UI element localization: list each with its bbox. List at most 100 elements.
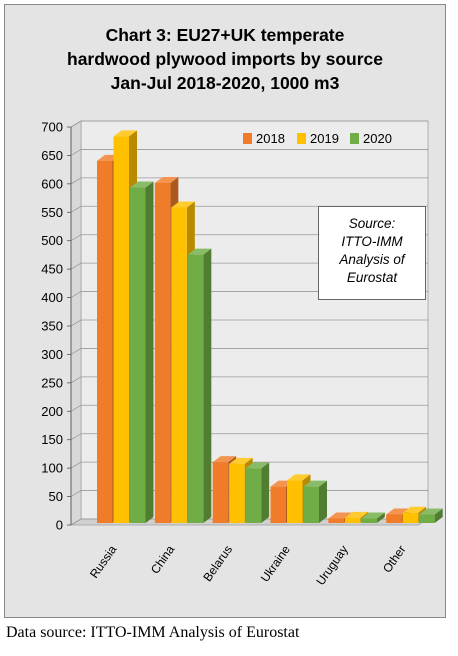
bar-front (402, 512, 419, 523)
category-label: Russia (87, 542, 120, 580)
title-line-2: hardwood plywood imports by source (67, 49, 383, 69)
legend-swatch (243, 133, 252, 144)
bar-belarus-2020 (245, 462, 270, 523)
bar-top (171, 201, 195, 208)
gridline (70, 348, 428, 355)
bar-top (245, 462, 270, 469)
bar-front (154, 182, 171, 523)
gridline (70, 319, 428, 327)
bar-front (171, 207, 187, 523)
source-note-line-1: Source: (348, 216, 396, 231)
legend-swatch (350, 133, 359, 144)
gridline (70, 404, 428, 412)
bar-front (229, 463, 245, 523)
gridline (70, 177, 428, 185)
bar-top (419, 508, 443, 515)
title-line-1: Chart 3: EU27+UK temperate (105, 25, 345, 45)
gridline (70, 205, 428, 213)
bar-ukraine-2020 (303, 480, 327, 523)
category-label: Ukraine (258, 542, 293, 584)
y-tick-label: 700 (41, 120, 63, 135)
bar-front (386, 514, 402, 523)
bar-front (303, 486, 319, 523)
bar-front (361, 518, 377, 523)
bar-top (130, 181, 154, 188)
title-line-3: Jan-Jul 2018-2020, 1000 m3 (110, 73, 340, 93)
bar-uruguay-2020 (361, 512, 385, 523)
gridline (70, 120, 428, 128)
category-label: China (148, 542, 178, 576)
gridline (70, 291, 428, 298)
y-tick-label: 450 (41, 262, 63, 277)
bar-front (113, 136, 129, 523)
bar-china-2020 (187, 248, 212, 524)
y-tick-label: 50 (49, 489, 63, 504)
bar-top (361, 512, 385, 519)
y-tick-label: 250 (41, 375, 63, 390)
bar-front (187, 254, 204, 524)
bar-chart: 0 50 100 150 200 250 300 350 400 450 500 550 600 650 7… (41, 120, 443, 588)
gridline (70, 376, 428, 384)
y-tick-label: 150 (41, 432, 63, 447)
source-note-line-4: Eurostat (346, 270, 398, 285)
bar-front (344, 517, 361, 523)
bar-front (97, 160, 113, 523)
y-tick-label: 100 (41, 461, 63, 476)
bar-top (187, 248, 212, 255)
y-tick-label: 650 (41, 148, 63, 163)
legend-swatch (297, 133, 306, 144)
legend-entry-2020: 2020 (350, 131, 392, 146)
bar-front (130, 187, 146, 524)
y-tick-label: 550 (41, 205, 63, 220)
category-label: Other (380, 543, 409, 576)
bar-russia-2020 (130, 181, 154, 524)
bar-top (212, 456, 237, 463)
chart-title: Chart 3: EU27+UK temperate hardwood plyw… (5, 23, 445, 95)
source-note: Source: ITTO-IMM Analysis of Eurostat (318, 206, 426, 300)
bar-front (419, 514, 435, 523)
y-tick-label: 350 (41, 319, 63, 334)
bar-top (287, 474, 311, 481)
bar-top (386, 508, 410, 515)
legend-label: 2019 (310, 131, 339, 146)
gridline (70, 262, 428, 270)
gridline (70, 149, 428, 156)
y-tick-label: 200 (41, 404, 63, 419)
bar-front (270, 486, 286, 523)
bar-top (113, 130, 137, 137)
source-note-line-2: ITTO-IMM (341, 234, 403, 249)
bar-top (344, 511, 369, 518)
y-tick-label: 500 (41, 233, 63, 248)
bar-front (287, 480, 303, 523)
category-label: Uruguay (313, 543, 350, 588)
y-tick-label: 300 (41, 347, 63, 362)
bar-side (434, 508, 443, 523)
bar-front (245, 468, 262, 523)
bar-top (402, 506, 427, 513)
data-source-caption: Data source: ITTO-IMM Analysis of Eurost… (6, 624, 300, 641)
bar-side (376, 512, 385, 523)
legend-entry-2019: 2019 (297, 131, 339, 146)
bar-top (328, 512, 352, 519)
y-tick-label: 0 (56, 518, 63, 533)
bar-front (328, 518, 344, 523)
chart-area: Chart 3: EU27+UK temperate hardwood plyw… (4, 4, 446, 618)
bar-top (303, 480, 327, 487)
legend-label: 2018 (256, 131, 285, 146)
bar-top (154, 176, 179, 183)
y-tick-label: 600 (41, 176, 63, 191)
bar-top (229, 457, 253, 464)
source-note-line-3: Analysis of (339, 252, 405, 267)
gridline (70, 234, 428, 242)
category-label: Belarus (200, 543, 235, 584)
bar-other-2020 (419, 508, 443, 523)
legend-entry-2018: 2018 (243, 131, 285, 146)
gridline (70, 461, 428, 469)
legend-label: 2020 (363, 131, 392, 146)
gridline (70, 433, 428, 441)
y-tick-label: 400 (41, 290, 63, 305)
bar-front (212, 462, 229, 523)
bar-side (261, 462, 270, 523)
bar-side (145, 181, 154, 524)
bar-side (203, 248, 212, 524)
